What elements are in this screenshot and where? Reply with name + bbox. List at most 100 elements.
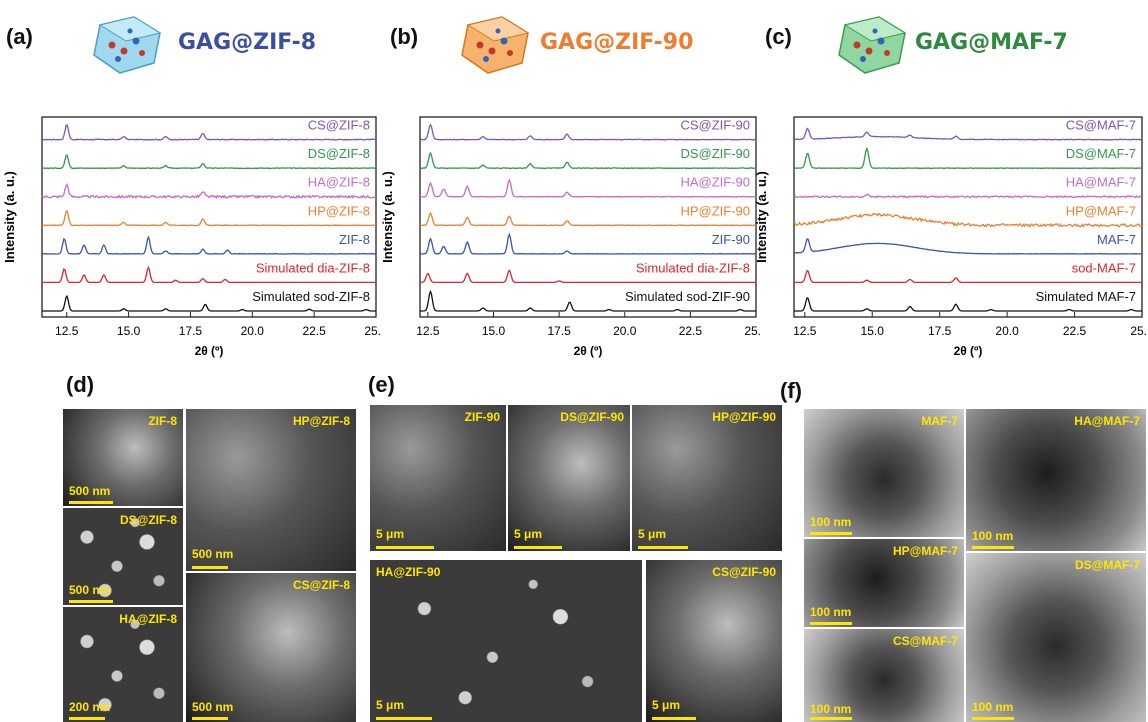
plot-frame	[419, 116, 757, 318]
x-tick-label: 12.5	[793, 324, 817, 338]
series-line	[794, 146, 1143, 170]
micro-label: HP@MAF-7	[892, 544, 958, 558]
series-label: HP@MAF-7	[1066, 203, 1136, 218]
scale-bar	[69, 717, 105, 720]
series-label: HP@ZIF-90	[680, 203, 750, 218]
y-axis-label: Intensity (a. u.)	[754, 171, 769, 263]
x-tick-label: 17.5	[547, 324, 571, 338]
x-tick-label: 12.5	[55, 324, 79, 338]
series-label: Simulated sod-ZIF-8	[252, 289, 370, 304]
scale-bar	[972, 717, 1014, 720]
micro-label: DS@ZIF-8	[119, 513, 177, 527]
series-label: HA@ZIF-90	[680, 175, 750, 190]
series-line	[42, 294, 376, 312]
series-label: HA@MAF-7	[1066, 175, 1136, 190]
scale-bar	[192, 566, 228, 569]
series-label: HP@ZIF-8	[308, 203, 370, 218]
scale-bar	[514, 546, 562, 549]
sem-image-ds-zif90: DS@ZIF-90 5 μm	[508, 405, 630, 551]
x-tick-label: 25.0	[364, 324, 380, 338]
panel-label-c: (c)	[765, 24, 792, 49]
panel-a-title: GAG@ZIF-8	[178, 30, 317, 55]
micro-label: HP@ZIF-90	[712, 410, 776, 424]
scale-bar-label: 200 nm	[69, 700, 111, 714]
mof-cube-orange-icon	[461, 16, 530, 74]
sem-image-ha-zif8: HA@ZIF-8 200 nm	[63, 607, 183, 722]
series-label: Simulated MAF-7	[1036, 289, 1136, 304]
series-label: HA@ZIF-8	[308, 175, 370, 190]
micro-label: CS@ZIF-8	[292, 578, 350, 592]
micro-label: DS@ZIF-90	[560, 410, 624, 424]
micro-label: CS@ZIF-90	[712, 565, 776, 579]
sem-image-zif8: ZIF-8 500 nm	[63, 409, 183, 506]
scale-bar-label: 5 μm	[638, 527, 667, 541]
series-label: MAF-7	[1097, 232, 1136, 247]
series-label: DS@ZIF-8	[308, 146, 370, 161]
tem-image-ha-maf7: HA@MAF-7 100 nm	[966, 409, 1146, 551]
scale-bar-label: 5 μm	[376, 698, 405, 712]
micro-label: DS@MAF-7	[1074, 558, 1140, 572]
y-axis-label: Intensity (a. u.)	[380, 171, 395, 263]
series-label: ZIF-8	[339, 232, 370, 247]
series-line	[41, 183, 377, 200]
series-line	[794, 269, 1142, 284]
scale-bar	[376, 717, 432, 720]
x-tick-label: 17.5	[928, 324, 952, 338]
xrd-chart-maf7: Intensity (a. u.) 2θ (º) 12.5 15.0 17.5 20.0 2…	[754, 116, 1146, 358]
series-label: Simulated dia-ZIF-8	[636, 260, 750, 275]
series-label: sod-MAF-7	[1072, 260, 1136, 275]
scale-bar	[638, 546, 688, 549]
x-tick-label: 17.5	[179, 324, 203, 338]
series-line	[42, 123, 377, 141]
micro-label: ZIF-90	[464, 410, 500, 424]
scale-bar	[652, 717, 696, 720]
scale-bar	[810, 532, 852, 535]
sem-image-zif90: ZIF-90 5 μm	[370, 405, 506, 551]
micro-label: HP@ZIF-8	[292, 414, 350, 428]
sem-image-ha-zif90: HA@ZIF-90 5 μm	[370, 560, 642, 722]
series-label: DS@MAF-7	[1066, 146, 1136, 161]
series-line	[41, 209, 377, 227]
mof-cube-blue-icon	[93, 16, 162, 74]
panel-label-a: (a)	[6, 24, 33, 49]
sem-image-hp-zif8: HP@ZIF-8 500 nm	[186, 409, 356, 571]
series-label: Simulated dia-ZIF-8	[256, 260, 370, 275]
mof-cube-green-icon	[838, 16, 907, 74]
x-tick-label: 22.5	[679, 324, 703, 338]
scale-bar-label: 5 μm	[652, 698, 681, 712]
series-line	[42, 153, 377, 170]
xrd-chart-zif90: Intensity (a. u.) 2θ (º) 12.5 15.0 17.5 20.0 2…	[380, 116, 760, 358]
x-axis-label: 2θ (º)	[574, 344, 603, 358]
series-line	[419, 178, 756, 198]
x-tick-label: 15.0	[117, 324, 141, 338]
panel-label-e: (e)	[368, 372, 395, 397]
sem-image-ds-zif8: DS@ZIF-8 500 nm	[63, 508, 183, 605]
micro-label: HA@MAF-7	[1074, 414, 1140, 428]
scale-bar	[69, 600, 113, 603]
scale-bar-label: 100 nm	[810, 515, 852, 529]
tem-image-cs-maf7: CS@MAF-7 100 nm	[804, 629, 964, 722]
micro-label: ZIF-8	[148, 414, 177, 428]
micro-label: CS@MAF-7	[892, 634, 958, 648]
micro-label: HA@ZIF-90	[376, 565, 441, 579]
scale-bar	[972, 546, 1014, 549]
x-tick-label: 20.0	[613, 324, 637, 338]
x-tick-label: 15.0	[482, 324, 506, 338]
panel-label-d: (d)	[66, 372, 95, 397]
scale-bar	[376, 546, 434, 549]
scale-bar	[810, 622, 852, 625]
scale-bar	[810, 717, 852, 720]
y-axis-label: Intensity (a. u.)	[2, 171, 17, 263]
x-tick-label: 25.0	[744, 324, 760, 338]
scale-bar-label: 500 nm	[69, 583, 111, 597]
series-line	[42, 265, 376, 284]
series-label: CS@ZIF-8	[308, 118, 370, 133]
x-tick-label: 15.0	[861, 324, 885, 338]
series-line	[419, 211, 757, 227]
series-line	[793, 212, 1143, 228]
x-axis-label: 2θ (º)	[954, 344, 983, 358]
series-line	[793, 238, 1143, 255]
series-line	[420, 289, 756, 312]
sem-image-hp-zif90: HP@ZIF-90 5 μm	[632, 405, 782, 551]
scale-bar	[192, 717, 228, 720]
